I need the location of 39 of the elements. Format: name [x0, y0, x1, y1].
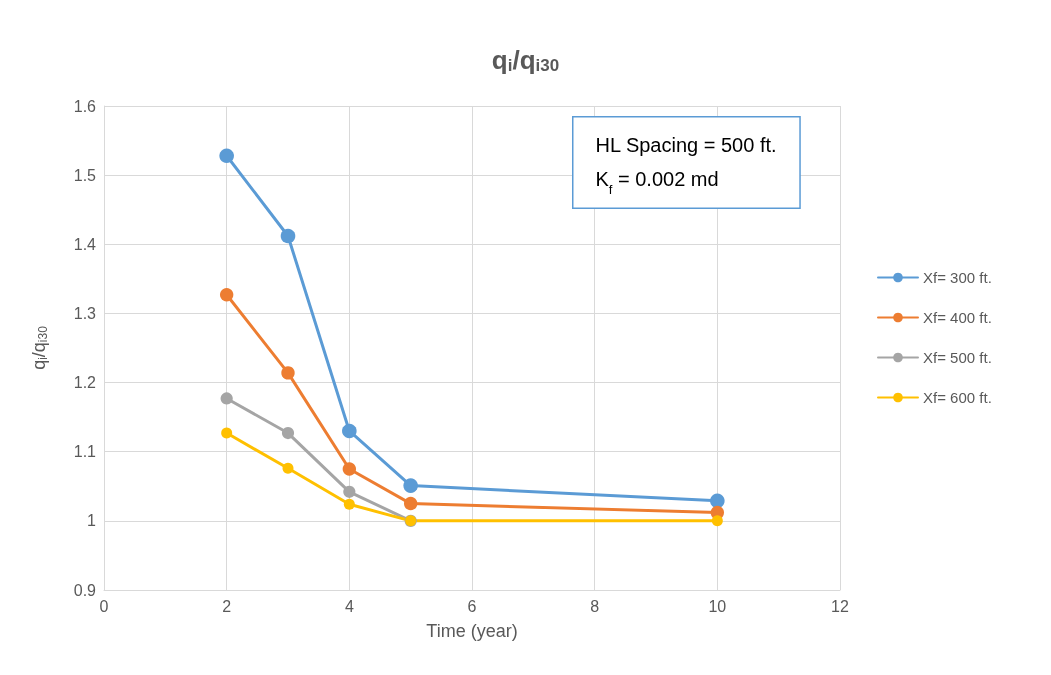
y-tick-label: 1.5 [73, 166, 97, 184]
legend-label: Xf= 600 ft. [923, 389, 992, 406]
point [281, 426, 295, 440]
point [342, 423, 357, 439]
point [221, 427, 233, 439]
point [710, 493, 725, 509]
x-axis-title: Time (year) [426, 621, 518, 641]
x-tick-label: 4 [344, 597, 354, 615]
x-tick-label: 12 [831, 597, 849, 615]
point [282, 462, 294, 474]
point [342, 462, 357, 476]
point [220, 392, 233, 405]
point [343, 485, 356, 498]
y-tick-label: 1.1 [73, 443, 97, 461]
y-tick-label: 1.6 [73, 97, 97, 115]
y-tick-label: 1.3 [73, 304, 97, 322]
annotation: HL Spacing = 500 ft. [595, 133, 777, 156]
point [219, 288, 234, 302]
x-tick-label: 0 [99, 597, 109, 615]
chart-title: qi/qi30 [491, 44, 560, 75]
x-tick-label: 2 [222, 597, 232, 615]
y-axis-title: qi/qi30 [29, 325, 50, 370]
point [343, 498, 355, 510]
point [281, 366, 295, 380]
point [403, 478, 418, 493]
point [280, 228, 296, 244]
point [711, 515, 723, 527]
legend-label: Xf= 300 ft. [923, 269, 992, 286]
x-tick-label: 10 [708, 597, 727, 615]
legend-label: Xf= 400 ft. [923, 309, 992, 326]
x-tick-label: 6 [467, 597, 477, 615]
x-tick-label: 8 [590, 597, 600, 615]
y-tick-label: 1.4 [73, 235, 97, 253]
y-tick-label: 1.2 [73, 374, 97, 392]
legend-label: Xf= 500 ft. [923, 349, 992, 366]
y-tick-label: 0.9 [73, 581, 97, 599]
point [403, 496, 418, 511]
y-tick-label: 1 [87, 512, 97, 530]
point [219, 148, 234, 164]
